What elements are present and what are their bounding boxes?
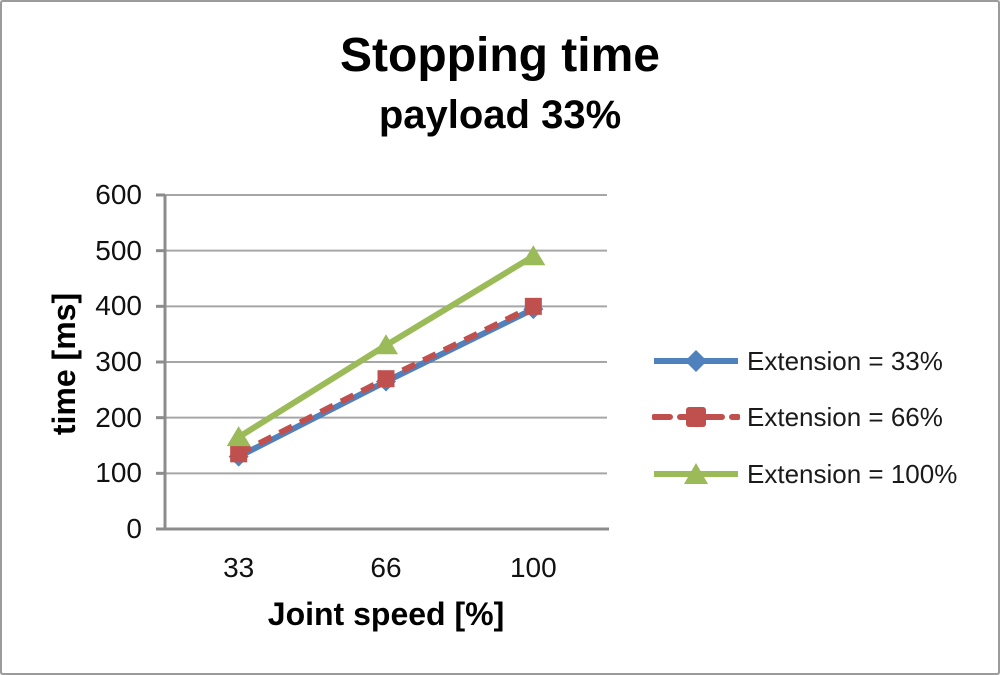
y-tick-label-100: 100 bbox=[95, 457, 142, 489]
y-tick-label-600: 600 bbox=[95, 179, 142, 210]
legend-item-extension-100: Extension = 100% bbox=[652, 458, 957, 490]
x-axis-title: Joint speed [%] bbox=[267, 596, 505, 632]
legend-sample-line-diamond-icon bbox=[654, 350, 738, 372]
legend-label: Extension = 33% bbox=[747, 345, 943, 376]
series-1-point-2-square-marker bbox=[524, 297, 542, 315]
series-2-point-0-triangle-marker bbox=[226, 426, 251, 447]
legend-sample-line-triangle-icon bbox=[654, 463, 738, 484]
legend-label: Extension = 100% bbox=[747, 458, 958, 489]
legend-label: Extension = 66% bbox=[747, 401, 943, 432]
x-tick-label-66: 66 bbox=[370, 552, 402, 583]
legend-square-marker bbox=[686, 407, 706, 427]
legend-item-extension-66: Extension = 66% bbox=[652, 401, 943, 433]
y-tick-label-0: 0 bbox=[126, 513, 142, 544]
series-2-point-1-triangle-marker bbox=[374, 334, 398, 355]
legend-sample-dashed-square-icon bbox=[652, 407, 740, 427]
series-1-point-0-square-marker bbox=[230, 445, 248, 463]
legend-diamond-marker bbox=[685, 350, 707, 372]
legend-triangle-marker bbox=[684, 463, 708, 484]
y-tick-label-400: 400 bbox=[95, 290, 142, 322]
series-1-point-1-square-marker bbox=[377, 370, 395, 388]
y-tick-label-500: 500 bbox=[95, 234, 142, 266]
chart-title: Stopping time bbox=[340, 29, 660, 82]
chart-subtitle: payload 33% bbox=[378, 93, 622, 137]
y-tick-label-200: 200 bbox=[95, 401, 142, 433]
x-tick-label-100: 100 bbox=[509, 552, 557, 583]
x-tick-label-33: 33 bbox=[223, 552, 255, 583]
legend-item-extension-33: Extension = 33% bbox=[652, 345, 943, 377]
series-2-point-2-triangle-marker bbox=[521, 245, 546, 266]
y-tick-label-300: 300 bbox=[95, 346, 142, 377]
